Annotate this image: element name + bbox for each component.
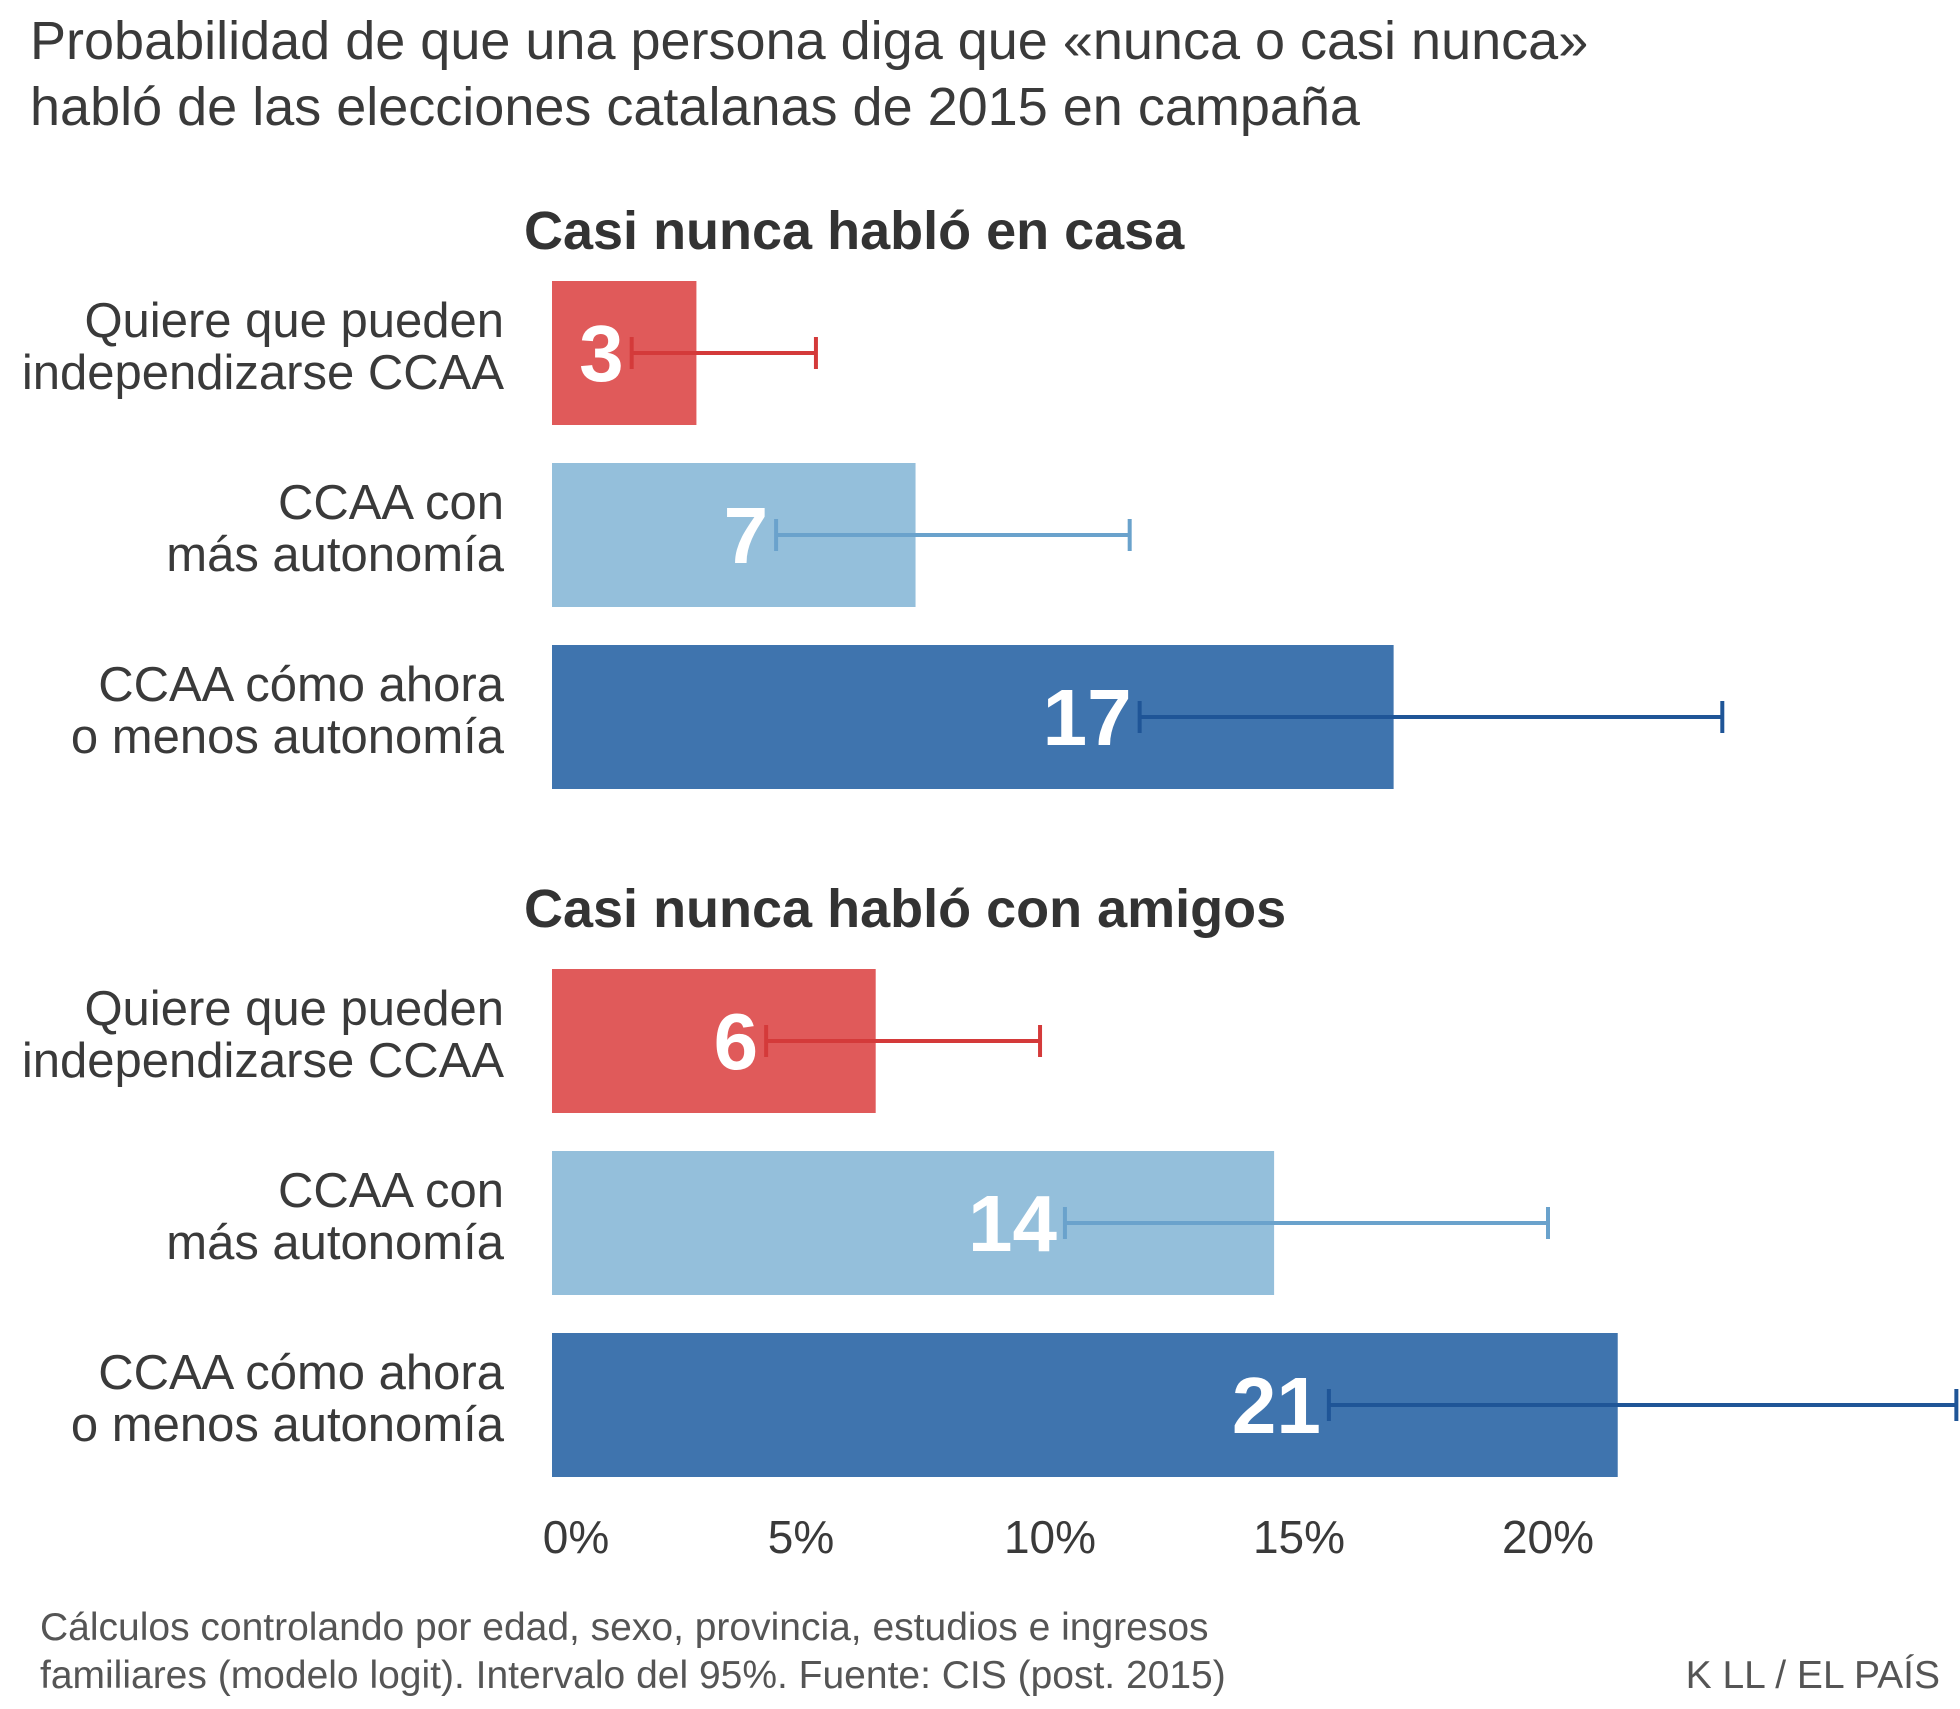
- footnote: Cálculos controlando por edad, sexo, pro…: [40, 1604, 1226, 1700]
- footnote-line-1: Cálculos controlando por edad, sexo, pro…: [40, 1606, 1209, 1649]
- category-label-line: CCAA con: [278, 1164, 504, 1218]
- x-tick-label: 20%: [1502, 1511, 1594, 1563]
- category-label-line: CCAA cómo ahora: [98, 1346, 505, 1400]
- category-label-line: CCAA con: [278, 476, 504, 530]
- category-label: CCAA con más autonomía: [166, 476, 504, 582]
- category-label: Quiere que pueden independizarse CCAA: [22, 982, 504, 1088]
- x-tick-label: 10%: [1004, 1511, 1096, 1563]
- category-label-line: Quiere que pueden: [84, 982, 504, 1036]
- category-label: Quiere que pueden independizarse CCAA: [22, 294, 504, 400]
- chart-panel-2: Casi nunca habló con amigos Quiere que pu…: [22, 879, 1959, 1477]
- panel-title: Casi nunca habló con amigos: [524, 879, 1286, 939]
- category-label-line: más autonomía: [166, 528, 504, 582]
- data-label: 7: [724, 491, 769, 580]
- category-label-line: Quiere que pueden: [84, 294, 504, 348]
- x-tick-label: 5%: [768, 1511, 834, 1563]
- data-label: 17: [1043, 673, 1132, 762]
- data-label: 3: [579, 309, 624, 398]
- category-label-line: o menos autonomía: [71, 710, 505, 764]
- x-tick-label: 15%: [1253, 1511, 1345, 1563]
- category-label-line: independizarse CCAA: [22, 346, 504, 400]
- chart-panel-1: Casi nunca habló en casa Quiere que puede…: [22, 201, 1725, 789]
- data-label: 21: [1232, 1361, 1321, 1450]
- chart-title: Probabilidad de que una persona diga que…: [30, 8, 1910, 140]
- footnote-line-2: familiares (modelo logit). Intervalo del…: [40, 1654, 1226, 1697]
- data-label: 6: [714, 997, 759, 1086]
- chart-title-line-2: habló de las elecciones catalanas de 201…: [30, 77, 1360, 137]
- category-label: CCAA cómo ahora o menos autonomía: [71, 658, 505, 764]
- panel-title: Casi nunca habló en casa: [524, 201, 1185, 261]
- category-label-line: o menos autonomía: [71, 1398, 505, 1452]
- x-axis: 0% 5% 10% 15% 20%: [543, 1511, 1594, 1563]
- category-label-line: más autonomía: [166, 1216, 504, 1270]
- category-label: CCAA con más autonomía: [166, 1164, 504, 1270]
- credit: K LL / EL PAÍS: [1685, 1654, 1940, 1697]
- category-label-line: CCAA cómo ahora: [98, 658, 505, 712]
- chart-title-line-1: Probabilidad de que una persona diga que…: [30, 11, 1589, 71]
- category-label-line: independizarse CCAA: [22, 1034, 504, 1088]
- data-label: 14: [968, 1179, 1057, 1268]
- category-label: CCAA cómo ahora o menos autonomía: [71, 1346, 505, 1452]
- x-tick-label: 0%: [543, 1511, 609, 1563]
